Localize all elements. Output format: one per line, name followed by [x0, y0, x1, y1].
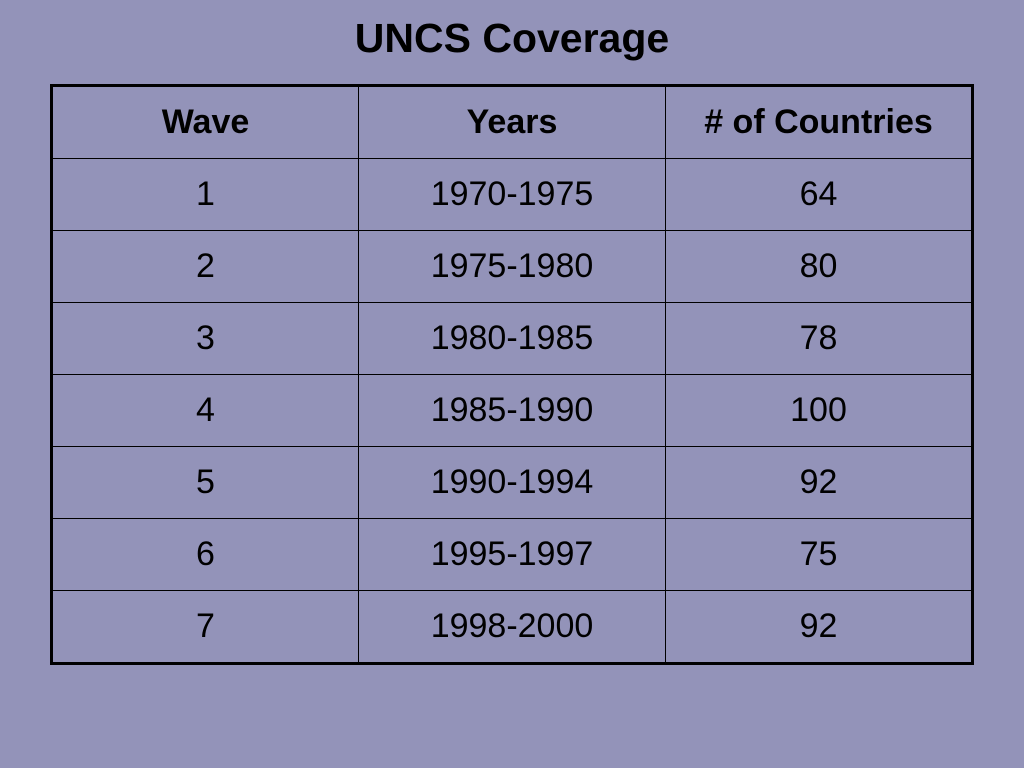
- table-row: 2 1975-1980 80: [51, 230, 973, 303]
- table-cell: 1980-1985: [358, 302, 666, 375]
- table-cell: 6: [51, 518, 359, 591]
- table-cell: 2: [51, 230, 359, 303]
- table-cell: 1985-1990: [358, 374, 666, 447]
- coverage-table: Wave Years # of Countries 1 1970-1975 64 2 197…: [50, 84, 974, 665]
- column-header: Wave: [51, 85, 359, 159]
- table-cell: 1990-1994: [358, 446, 666, 519]
- table-cell: 1970-1975: [358, 158, 666, 231]
- header-row: Wave Years # of Countries: [51, 85, 973, 159]
- table-cell: 1998-2000: [358, 590, 666, 664]
- column-header: Years: [358, 85, 666, 159]
- table-cell: 92: [665, 590, 973, 664]
- table-cell: 1: [51, 158, 359, 231]
- table-row: 7 1998-2000 92: [51, 590, 973, 664]
- table-row: 5 1990-1994 92: [51, 446, 973, 519]
- table-cell: 5: [51, 446, 359, 519]
- table-cell: 4: [51, 374, 359, 447]
- table-cell: 80: [665, 230, 973, 303]
- table-row: 6 1995-1997 75: [51, 518, 973, 591]
- table-cell: 92: [665, 446, 973, 519]
- table-cell: 3: [51, 302, 359, 375]
- table-cell: 78: [665, 302, 973, 375]
- column-header: # of Countries: [665, 85, 973, 159]
- table-cell: 1975-1980: [358, 230, 666, 303]
- table-head: Wave Years # of Countries: [51, 85, 973, 159]
- table-row: 4 1985-1990 100: [51, 374, 973, 447]
- table-cell: 64: [665, 158, 973, 231]
- table-row: 1 1970-1975 64: [51, 158, 973, 231]
- slide-title: UNCS Coverage: [354, 15, 670, 61]
- table-body: 1 1970-1975 64 2 1975-1980 80 3 1980-1985 78 4 198…: [51, 158, 973, 664]
- table-cell: 1995-1997: [358, 518, 666, 591]
- table-cell: 7: [51, 590, 359, 664]
- table-cell: 75: [665, 518, 973, 591]
- table-cell: 100: [665, 374, 973, 447]
- table-row: 3 1980-1985 78: [51, 302, 973, 375]
